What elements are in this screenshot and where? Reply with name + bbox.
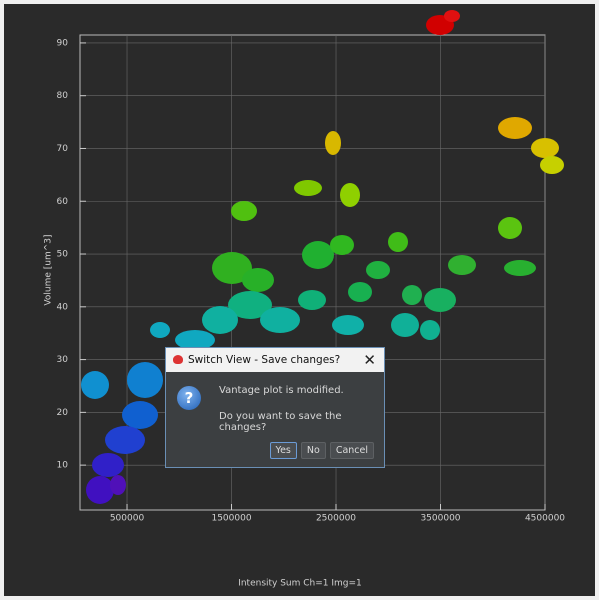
button-row: Yes No Cancel xyxy=(269,442,374,459)
y-tick-label: 30 xyxy=(57,355,69,365)
close-button[interactable]: ✕ xyxy=(363,351,376,369)
yes-button[interactable]: Yes xyxy=(269,442,297,459)
x-tick-label: 3500000 xyxy=(420,514,460,524)
cancel-button[interactable]: Cancel xyxy=(329,442,374,459)
x-tick-label: 500000 xyxy=(110,514,145,524)
y-tick-label: 50 xyxy=(57,250,69,260)
app-icon xyxy=(173,355,183,364)
y-tick-label: 80 xyxy=(57,91,69,101)
y-tick-label: 40 xyxy=(57,302,69,312)
x-tick-label: 4500000 xyxy=(525,514,565,524)
dialog-title: Switch View - Save changes? xyxy=(188,354,341,366)
y-tick-label: 90 xyxy=(57,38,69,48)
y-tick-label: 60 xyxy=(57,197,69,207)
dialog-question: Do you want to save the changes? xyxy=(219,411,342,433)
y-axis-label: Volume [um^3] xyxy=(44,234,54,305)
no-button[interactable]: No xyxy=(300,442,326,459)
y-tick-label: 20 xyxy=(57,408,69,418)
question-icon: ? xyxy=(177,386,201,410)
x-tick-label: 2500000 xyxy=(316,514,356,524)
y-tick-label: 10 xyxy=(57,461,69,471)
objects xyxy=(81,10,564,504)
x-tick-label: 1500000 xyxy=(211,514,251,524)
dialog-title-bar: Switch View - Save changes? ✕ xyxy=(166,348,384,372)
x-axis-label: Intensity Sum Ch=1 Img=1 xyxy=(238,579,362,589)
y-tick-label: 70 xyxy=(57,144,69,154)
dialog-message: Vantage plot is modified. xyxy=(219,385,344,396)
dialog: Switch View - Save changes? ✕ ? Vantage … xyxy=(165,347,385,468)
